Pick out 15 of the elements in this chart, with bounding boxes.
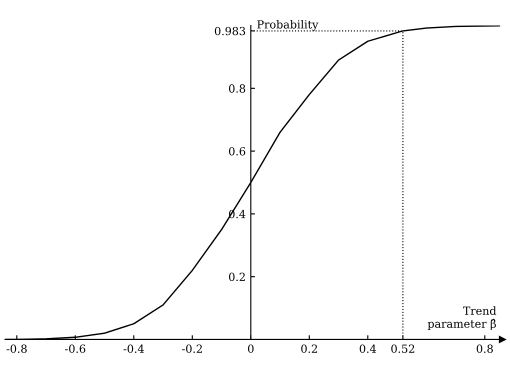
x-tick-label: -0.4 xyxy=(124,344,144,353)
x-tick-label: 0.4 xyxy=(360,344,376,353)
x-axis-title: Trend parameter β̂ xyxy=(428,306,496,330)
x-tick-label: 0.8 xyxy=(476,344,493,353)
x-tick-label: -0.6 xyxy=(65,344,86,353)
x-tick-label: 0 xyxy=(248,344,254,353)
x-tick-label: -0.2 xyxy=(182,344,202,353)
y-tick-label: 0.983 xyxy=(214,26,246,36)
x-tick-label: -0.8 xyxy=(6,344,27,353)
y-tick-label: 0.8 xyxy=(229,84,246,93)
y-tick-label: 0.2 xyxy=(229,272,245,282)
x-tick-label: 0.52 xyxy=(391,344,414,353)
y-tick-label: 0.6 xyxy=(229,147,246,156)
y-axis-title: Probability xyxy=(257,20,318,31)
x-tick-label: 0.2 xyxy=(301,344,318,353)
